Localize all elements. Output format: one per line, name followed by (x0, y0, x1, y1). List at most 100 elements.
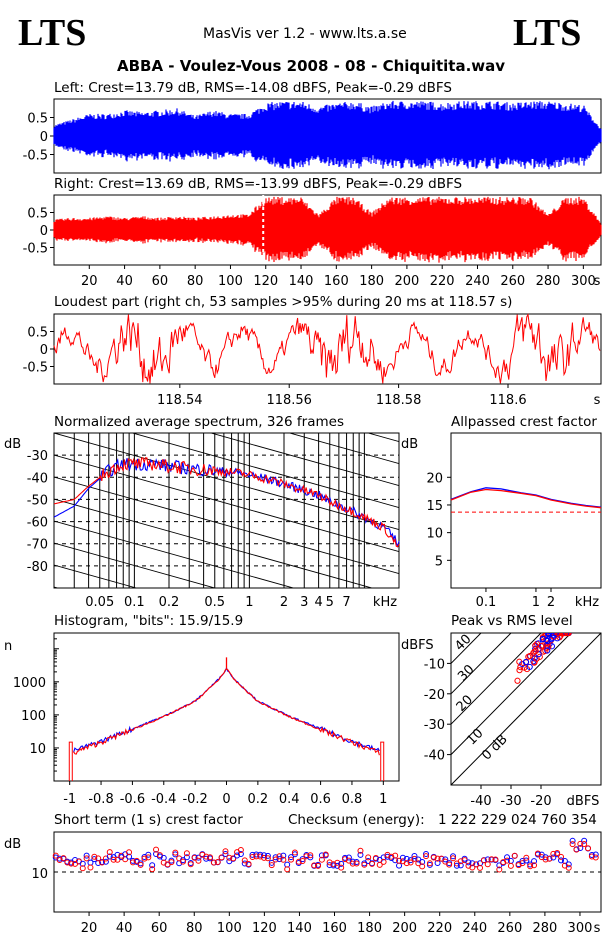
crest-diagonal (451, 633, 482, 664)
spectrum-unit-label: kHz (373, 595, 397, 610)
short-term-right-point (214, 858, 221, 865)
short-term-right-point (226, 854, 233, 861)
peak-rms-point (526, 652, 533, 660)
short-term-xtick-label: 60 (151, 921, 168, 936)
peak-rms-point (537, 643, 545, 650)
histogram-xtick-label: 0.8 (342, 792, 363, 807)
short-term-right-point (264, 855, 271, 862)
short-term-right-point (268, 862, 275, 869)
crest-xtick-label: 1 (532, 595, 540, 610)
short-term-right-point (369, 860, 376, 867)
short-term-right-point (396, 857, 403, 864)
short-term-right-point (507, 862, 514, 869)
peak-rms-point (544, 640, 551, 647)
short-term-right-point (52, 852, 59, 859)
short-term-right-point (288, 856, 295, 863)
short-term-right-point (315, 862, 322, 869)
right-waveform-trace (53, 196, 602, 263)
short-term-right-point (469, 864, 476, 871)
short-term-right-point (210, 859, 217, 866)
spectrum-ytick-label: -60 (27, 516, 48, 531)
histogram-edge-spike (380, 741, 385, 781)
short-term-right-point (153, 846, 160, 853)
short-term-right-point (542, 856, 549, 863)
short-term-right-point (230, 855, 237, 862)
short-term-right-point (168, 859, 175, 866)
short-term-right-point (149, 866, 156, 873)
short-term-xtick-label: 40 (116, 921, 133, 936)
short-term-left-point (419, 858, 426, 865)
short-term-left-point (91, 856, 98, 863)
short-term-right-point (523, 854, 530, 861)
short-term-right-point (411, 855, 418, 862)
short-term-title: Short term (1 s) crest factor (54, 812, 243, 828)
short-term-left-point (465, 859, 472, 866)
peak-rms-point (544, 647, 551, 654)
crest-line-label: 10 (464, 726, 486, 748)
spectrum-diagonal (366, 433, 399, 443)
logo-left: LTS (18, 12, 87, 54)
short-term-left-point (407, 857, 414, 864)
peak-rms-point (562, 633, 569, 637)
short-term-right-point (345, 857, 352, 864)
peak-rms-ytick-label: -10 (424, 657, 445, 672)
spectrum-diagonal (54, 542, 217, 588)
short-term-left-point (569, 837, 576, 844)
short-term-right-point (291, 849, 298, 856)
left-channel-title: Left: Crest=13.79 dB, RMS=-14.08 dBFS, P… (54, 80, 452, 96)
short-term-left-point (291, 851, 298, 858)
short-term-right-point (581, 841, 588, 848)
short-term-right-point (353, 860, 360, 867)
histogram-ylabel: n (4, 639, 12, 654)
short-term-right-point (488, 856, 495, 863)
short-term-left-point (581, 837, 588, 844)
short-term-right-point (95, 855, 102, 862)
short-term-left-point (276, 856, 283, 863)
short-term-right-point (473, 861, 480, 868)
short-term-left-point (241, 860, 248, 867)
peak-rms-title: Peak vs RMS level (451, 613, 573, 629)
short-term-right-point (110, 856, 117, 863)
short-term-unit-label: s (594, 921, 601, 936)
short-term-right-point (450, 855, 457, 862)
short-term-right-point (118, 852, 125, 859)
short-term-left-point (542, 854, 549, 861)
short-term-left-point (396, 862, 403, 869)
crest-ytick-label: 10 (426, 527, 443, 542)
short-term-right-point (183, 850, 190, 857)
loudest-ytick-label: 0 (40, 343, 48, 358)
loudest-ytick-label: 0.5 (27, 326, 48, 341)
left-waveform-trace (53, 100, 602, 170)
spectrum-diagonal (54, 454, 399, 553)
spectrum-ytick-label: -40 (27, 471, 48, 486)
spectrum-diagonal (54, 609, 399, 706)
crest-right-trace (450, 488, 602, 509)
short-term-left-point (149, 862, 156, 869)
short-term-right-point (180, 858, 187, 865)
histogram-xtick-label: -0.8 (88, 792, 113, 807)
short-term-right-point (342, 856, 349, 863)
short-term-right-point (280, 856, 287, 863)
short-term-right-point (365, 854, 372, 861)
short-term-left-point (403, 855, 410, 862)
histogram-xtick-label: 0.2 (248, 792, 269, 807)
spectrum-xtick-label: 7 (342, 595, 350, 610)
loudest-xtick-label: 118.58 (376, 393, 422, 408)
crest-frame (450, 432, 602, 589)
crest-line-label: 20 (454, 693, 476, 715)
peak-rms-point (548, 643, 556, 650)
histogram-edge-spike (68, 741, 73, 781)
short-term-right-point (446, 861, 453, 868)
crest-xtick-label: 0.1 (476, 595, 497, 610)
short-term-right-point (334, 859, 341, 866)
short-term-left-point (423, 851, 430, 858)
short-term-left-point (523, 857, 530, 864)
time-xtick-label: 280 (536, 274, 561, 289)
track-title: ABBA - Voulez-Vous 2008 - 08 - Chiquitit… (117, 57, 506, 75)
spectrum-diagonal (54, 520, 295, 588)
short-term-right-point (407, 859, 414, 866)
time-xtick-label: 40 (116, 274, 133, 289)
peak-rms-point (516, 667, 523, 674)
short-term-left-point (469, 860, 476, 867)
